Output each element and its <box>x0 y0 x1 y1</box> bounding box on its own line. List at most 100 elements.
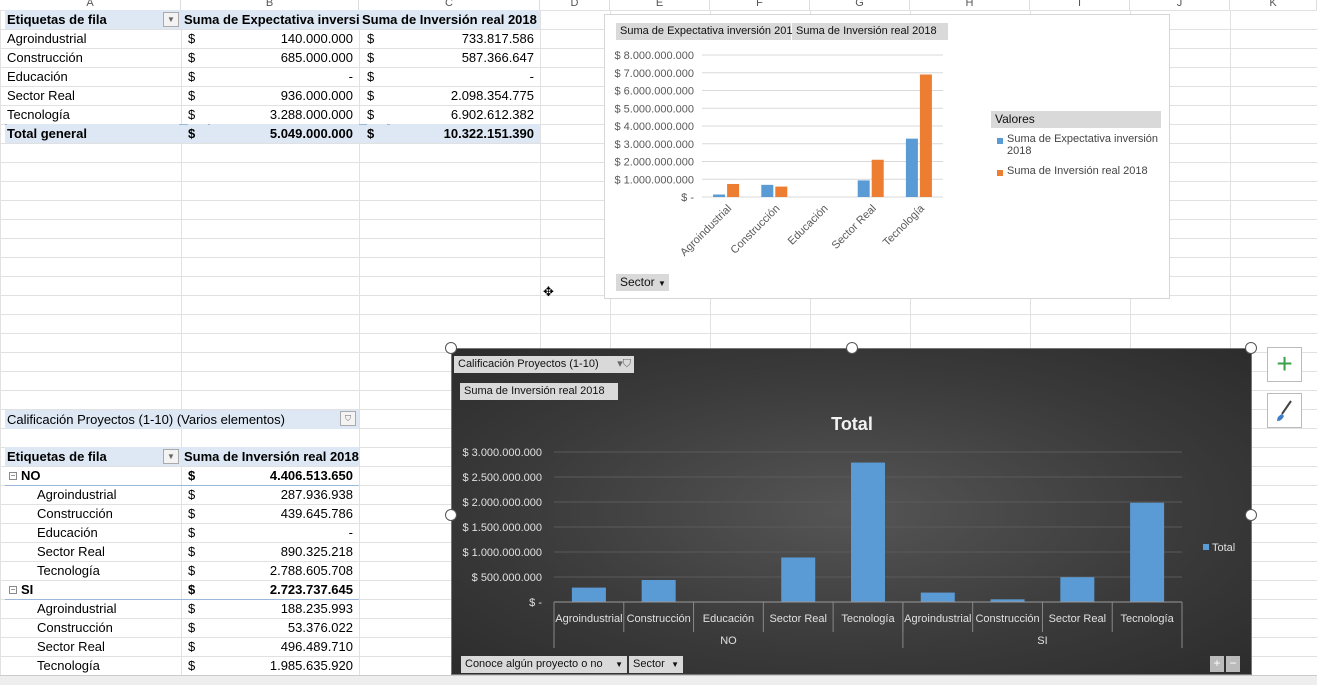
bar <box>727 183 740 197</box>
y-tick-label: $ 4.000.000.000 <box>614 121 694 133</box>
chart-elements-button[interactable]: + <box>1267 347 1302 382</box>
collapse-toggle-icon[interactable]: − <box>9 585 17 594</box>
value-inversion: 10.322.151.390 <box>390 124 540 143</box>
value-inversion: 287.936.938 <box>280 487 353 502</box>
chevron-down-icon: ▼ <box>658 279 666 288</box>
axis-field-button-sector[interactable]: Sector ▼ <box>629 656 683 673</box>
value-inversion: 4.406.513.650 <box>269 468 353 483</box>
currency-symbol: $ <box>188 544 196 559</box>
value-inversion: 1.985.635.920 <box>269 658 353 673</box>
column-header[interactable]: D <box>540 0 610 10</box>
chart-styles-button[interactable] <box>1267 393 1302 428</box>
y-tick-label: $ 6.000.000.000 <box>614 86 694 98</box>
axis-field-button-sector[interactable]: Sector ▼ <box>616 274 669 291</box>
group-label: SI <box>21 582 34 597</box>
collapse-field-button[interactable]: − <box>1226 656 1240 672</box>
x-tick-label: Agroindustrial <box>904 613 971 625</box>
row-labels-header: Etiquetas de fila <box>5 447 181 466</box>
filter-value: (Varios elementos) <box>176 412 285 427</box>
row-label: Construcción <box>7 50 83 65</box>
x-tick-label: Sector Real <box>1049 613 1106 625</box>
value-field-button[interactable]: Suma de Inversión real 2018 <box>460 383 618 400</box>
currency-symbol: $ <box>188 506 196 521</box>
legend-label: Suma de Inversión real 2018 <box>1007 165 1148 177</box>
chart-plot: Total $ - $ 500.000.000 $ 1.000.000.000 $ 1.… <box>462 414 1235 648</box>
group-label: NO <box>21 468 41 483</box>
currency-symbol: $ <box>367 88 375 103</box>
bar <box>1060 577 1095 602</box>
value-inversion: 733.817.586 <box>461 31 534 46</box>
resize-handle-top-right[interactable] <box>1245 342 1257 354</box>
col-header-expectativa: Suma de Expectativa inversión 2018 <box>181 10 359 29</box>
bar <box>781 557 816 602</box>
column-header[interactable]: A <box>0 0 181 10</box>
resize-handle-left[interactable] <box>445 509 457 521</box>
chevron-down-icon: ▼ <box>671 660 679 669</box>
x-tick-label: Agroindustrial <box>555 613 622 625</box>
group-label: SI <box>1037 635 1047 647</box>
group-divider <box>5 599 359 600</box>
currency-symbol: $ <box>188 639 196 654</box>
row-label: Sector Real <box>7 88 75 103</box>
value-inversion: 2.098.354.775 <box>450 88 534 103</box>
y-tick-label: $ 2.000.000.000 <box>614 157 694 169</box>
value-inversion: 496.489.710 <box>280 639 353 654</box>
value-inversion: 188.235.993 <box>280 601 353 616</box>
bar <box>851 462 885 602</box>
x-tick-label: Construcción <box>627 613 691 625</box>
filter-funnel-icon[interactable]: ⛉ <box>340 411 356 426</box>
move-cursor-icon: ✥ <box>543 284 554 299</box>
horizontal-scrollbar[interactable] <box>0 675 1317 685</box>
currency-symbol: $ <box>188 50 196 65</box>
bar <box>920 592 955 602</box>
column-header[interactable]: C <box>359 0 540 10</box>
column-header[interactable]: K <box>1230 0 1317 10</box>
column-header[interactable]: H <box>910 0 1030 10</box>
row-labels-filter-dropdown[interactable]: ▼ <box>163 449 179 464</box>
resize-handle-top-left[interactable] <box>445 342 457 354</box>
currency-symbol: $ <box>188 88 196 103</box>
report-filter[interactable]: Calificación Proyectos (1-10) (Varios el… <box>5 410 359 429</box>
currency-symbol: $ <box>188 563 196 578</box>
resize-handle-right[interactable] <box>1245 509 1257 521</box>
row-label: Educación <box>7 69 68 84</box>
row-labels-filter-dropdown[interactable]: ▼ <box>163 12 179 27</box>
filter-label: Calificación Proyectos (1-10) <box>7 412 174 427</box>
y-tick-label: $ 3.000.000.000 <box>614 139 694 151</box>
pivot-chart-sector[interactable]: Suma de Expectativa inversión 2018 Suma … <box>604 14 1170 299</box>
column-header[interactable]: I <box>1030 0 1130 10</box>
value-field-button-inversion[interactable]: Suma de Inversión real 2018 <box>792 23 948 40</box>
legend: Suma de Expectativa inversión 2018 Suma … <box>997 133 1167 177</box>
axis-field-button-conoce[interactable]: Conoce algún proyecto o no ▼ <box>461 656 627 673</box>
column-header[interactable]: B <box>181 0 359 10</box>
collapse-toggle-icon[interactable]: − <box>9 471 17 480</box>
pivot-chart-total[interactable]: Calificación Proyectos (1-10) ▾⛉ Suma de … <box>451 348 1252 675</box>
currency-symbol: $ <box>188 124 208 143</box>
bar <box>905 138 918 197</box>
x-tick-label: Educación <box>786 203 831 248</box>
currency-symbol: $ <box>188 31 196 46</box>
y-tick-label: $ 5.000.000.000 <box>614 103 694 115</box>
value-field-button-expectativa[interactable]: Suma de Expectativa inversión 2018 <box>616 23 799 40</box>
row-label: Agroindustrial <box>7 31 87 46</box>
value-expectativa: 936.000.000 <box>280 88 353 103</box>
column-header[interactable]: E <box>610 0 710 10</box>
column-header[interactable]: J <box>1130 0 1230 10</box>
column-header[interactable]: F <box>710 0 810 10</box>
row-label: Agroindustrial <box>37 601 117 616</box>
currency-symbol: $ <box>188 601 196 616</box>
row-label: Tecnología <box>7 107 70 122</box>
value-expectativa: 3.288.000.000 <box>269 107 353 122</box>
x-tick-label: Sector Real <box>769 613 826 625</box>
resize-handle-top[interactable] <box>846 342 858 354</box>
value-inversion: - <box>529 69 534 84</box>
column-header[interactable]: G <box>810 0 910 10</box>
y-tick-label: $ 1.000.000.000 <box>614 174 694 186</box>
report-filter-button[interactable]: Calificación Proyectos (1-10) ▾⛉ <box>454 356 634 373</box>
row-label: Educación <box>37 525 98 540</box>
expand-field-button[interactable]: + <box>1210 656 1224 672</box>
bar <box>571 587 606 602</box>
value-inversion: 2.723.737.645 <box>269 582 353 597</box>
y-tick-label: $ - <box>529 597 542 609</box>
value-expectativa: 685.000.000 <box>280 50 353 65</box>
